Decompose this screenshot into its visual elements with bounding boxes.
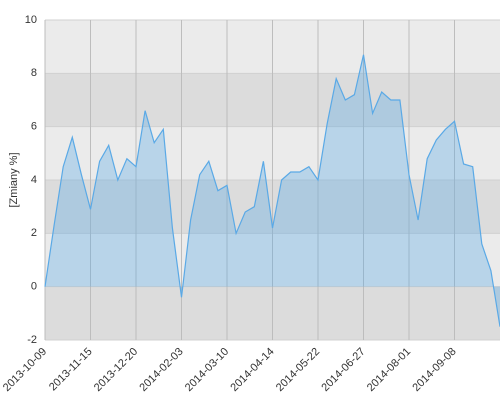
x-tick-label: 2013-12-20 xyxy=(92,346,140,394)
x-tick-label: 2014-04-14 xyxy=(228,346,276,394)
y-tick-label: -2 xyxy=(27,334,37,346)
x-tick-label: 2014-06-27 xyxy=(319,346,367,394)
x-tick-label: 2014-09-08 xyxy=(410,346,458,394)
y-tick-label: 6 xyxy=(31,121,37,133)
x-tick-label: 2014-05-22 xyxy=(274,346,322,394)
area-line xyxy=(44,54,500,327)
x-tick-label: 2013-10-09 xyxy=(1,346,49,394)
x-tick-label: 2014-02-03 xyxy=(137,346,185,394)
area-fill xyxy=(45,54,500,327)
y-tick-label: 0 xyxy=(31,281,37,293)
y-tick-label: 4 xyxy=(31,174,37,186)
x-tick-label: 2014-03-10 xyxy=(183,346,231,394)
y-tick-label: 8 xyxy=(31,67,37,79)
x-tick-label: 2013-11-15 xyxy=(47,346,95,394)
y-tick-label: 2 xyxy=(31,227,37,239)
y-axis-label: [Zmiany %] xyxy=(8,152,20,207)
y-tick-label: 10 xyxy=(25,14,37,26)
x-tick-label: 2014-08-01 xyxy=(365,346,413,394)
